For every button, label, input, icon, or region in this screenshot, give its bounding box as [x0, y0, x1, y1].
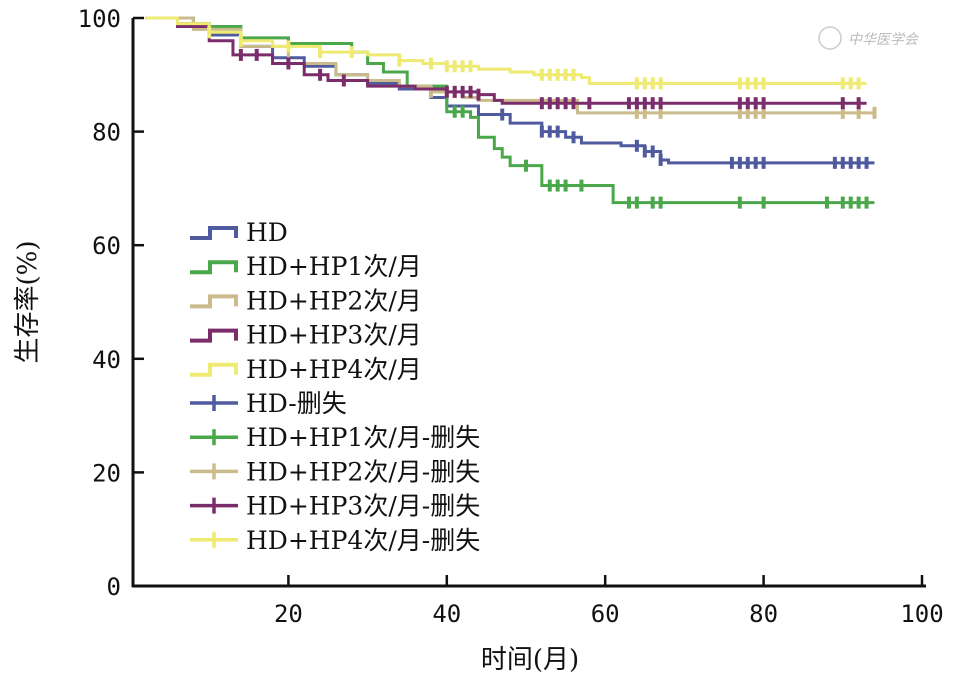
legend-item: HD+HP4次/月-删失 [190, 526, 480, 555]
legend-item: HD+HP1次/月-删失 [190, 423, 480, 452]
y-tick-label: 100 [78, 5, 121, 33]
legend-item: HD+HP2次/月 [190, 286, 422, 315]
y-tick-label: 80 [92, 119, 121, 147]
legend-label: HD+HP4次/月-删失 [246, 526, 480, 555]
x-tick-label: 100 [900, 600, 943, 628]
legend-item: HD [190, 218, 288, 247]
legend-item: HD+HP4次/月 [190, 355, 422, 384]
legend-label: HD+HP2次/月-删失 [246, 457, 480, 486]
y-tick-label: 60 [92, 232, 121, 260]
x-tick-label: 40 [432, 600, 461, 628]
axes: 20 40 60 80 100 0 20 40 60 80 100 [78, 5, 944, 628]
y-tick-label: 20 [92, 459, 121, 487]
legend-step-icon [190, 260, 238, 275]
legend-step-icon [190, 226, 238, 240]
watermark-text: 中华医学会 [848, 32, 920, 48]
x-tick-label: 20 [274, 600, 303, 628]
legend-label: HD+HP3次/月 [246, 321, 422, 350]
x-tick-label: 80 [749, 600, 778, 628]
x-axis-title: 时间(月) [481, 645, 579, 675]
series-3 [145, 16, 867, 110]
x-tick-label: 60 [591, 600, 620, 628]
legend-step-icon [190, 362, 238, 377]
y-tick-label: 0 [107, 573, 121, 601]
curves [145, 16, 877, 209]
legend-step-icon [190, 294, 238, 309]
legend: HD HD+HP1次/月 HD+HP2次/月 HD+HP3次/月 HD+HP4次/月 HD… [190, 218, 480, 555]
legend-item: HD+HP2次/月-删失 [190, 457, 480, 486]
survival-curve [145, 16, 867, 85]
watermark-logo-icon [818, 26, 842, 50]
legend-label: HD+HP2次/月 [246, 286, 422, 315]
watermark: 中华医学会 [818, 26, 920, 50]
legend-label: HD+HP4次/月 [246, 355, 422, 384]
legend-label: HD-删失 [246, 389, 347, 418]
series-4 [145, 16, 867, 90]
legend-label: HD [246, 218, 288, 247]
y-axis-title: 生存率(%) [13, 241, 43, 364]
y-tick-label: 40 [92, 346, 121, 374]
survival-curve [145, 16, 867, 105]
legend-label: HD+HP1次/月-删失 [246, 423, 480, 452]
legend-item: HD+HP3次/月-删失 [190, 492, 480, 521]
legend-step-icon [190, 328, 238, 343]
legend-label: HD+HP3次/月-删失 [246, 492, 480, 521]
legend-item: HD+HP3次/月 [190, 321, 422, 350]
legend-item: HD-删失 [190, 389, 347, 418]
legend-item: HD+HP1次/月 [190, 252, 422, 281]
legend-label: HD+HP1次/月 [246, 252, 422, 281]
